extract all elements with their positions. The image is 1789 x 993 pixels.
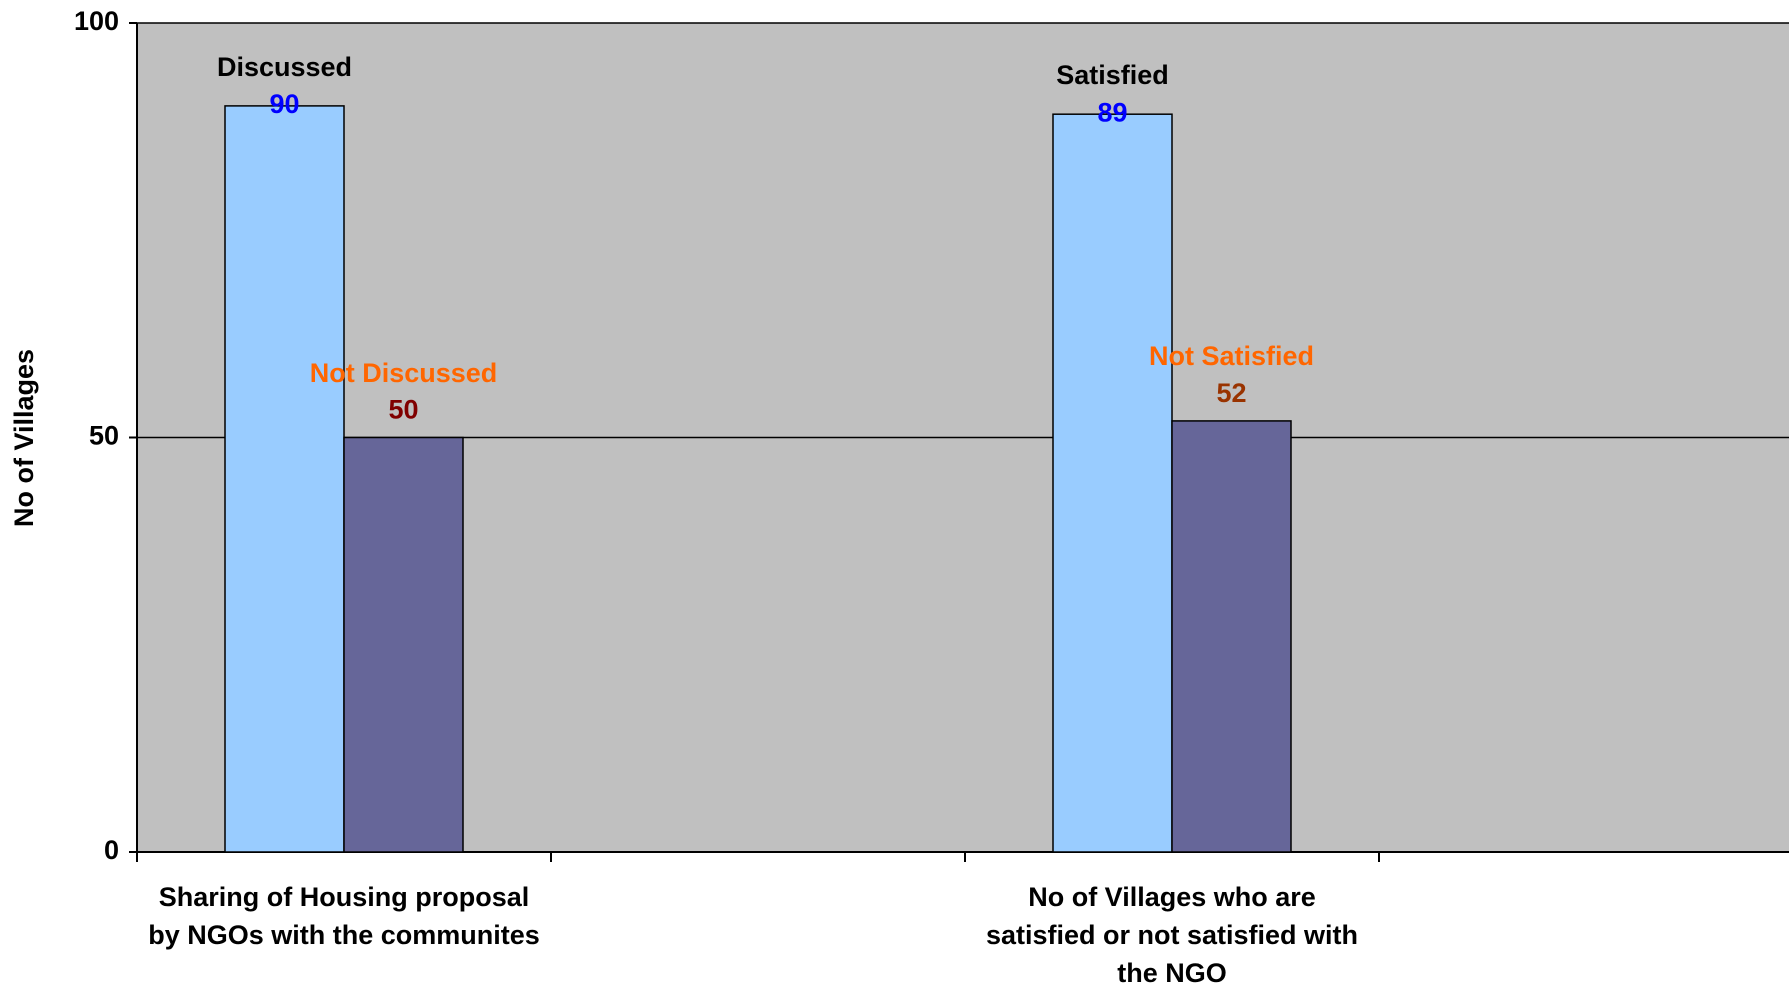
y-tick-label: 100 [74, 6, 119, 36]
bar-label: Not Satisfied [1148, 340, 1315, 371]
bar [224, 105, 345, 853]
y-tick-label: 0 [104, 835, 119, 865]
bar-label: Not Discussed [309, 357, 498, 388]
bar [343, 436, 464, 853]
value-label: 89 [1097, 97, 1127, 127]
y-axis-label: No of Villages [9, 349, 39, 527]
x-tick-label: Sharing of Housing proposal by NGOs with… [148, 882, 540, 950]
x-tick-label: No of Villages who are satisfied or not … [985, 882, 1359, 988]
value-label: 90 [269, 89, 299, 119]
y-tick-label: 50 [89, 421, 119, 451]
bar [1171, 420, 1292, 853]
bar-label: Satisfied [1056, 60, 1169, 91]
value-label: 52 [1216, 378, 1246, 408]
bar [1052, 113, 1173, 853]
bar-label: Discussed [216, 51, 353, 82]
value-label: 50 [388, 395, 418, 425]
